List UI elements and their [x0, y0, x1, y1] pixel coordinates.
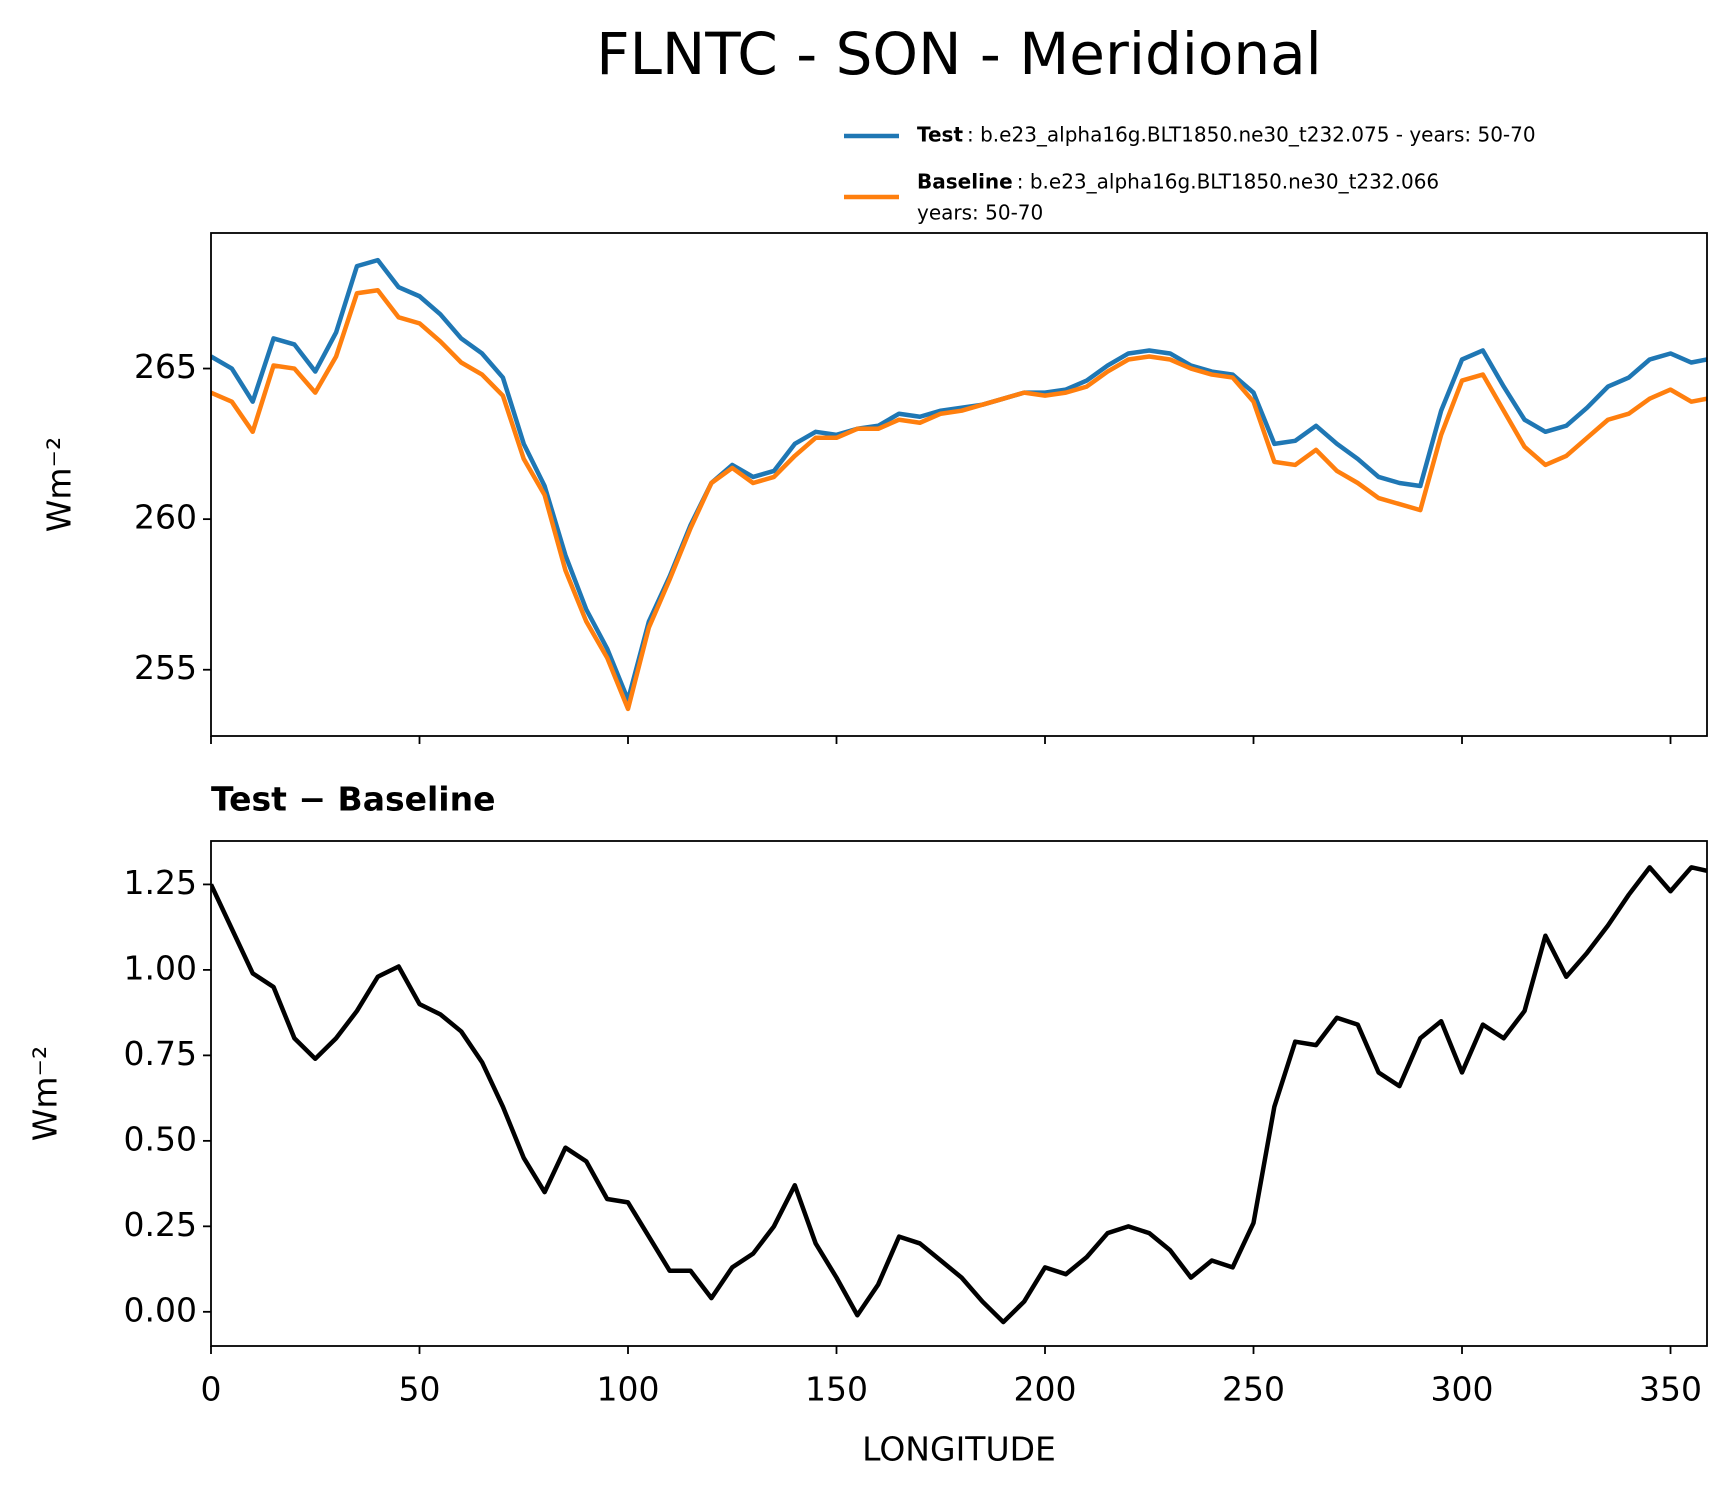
- x-tick-label: 100: [597, 1370, 660, 1409]
- y-axis-label: Wm⁻²: [26, 1046, 65, 1141]
- y-tick-label: 1.00: [124, 948, 197, 987]
- axes-frame: [210, 232, 1708, 737]
- legend-text: : b.e23_alpha16g.BLT1850.ne30_t232.066: [1017, 170, 1439, 194]
- legend-text: years: 50-70: [917, 201, 1043, 225]
- axes-frame: [210, 840, 1708, 1347]
- x-tick-label: 200: [1014, 1370, 1077, 1409]
- y-tick-label: 0.75: [124, 1034, 197, 1073]
- y-tick-label: 260: [134, 498, 197, 537]
- legend-name: Test: [917, 123, 963, 147]
- legend-text: : b.e23_alpha16g.BLT1850.ne30_t232.075 -…: [967, 123, 1536, 147]
- x-tick-label: 0: [201, 1370, 222, 1409]
- legend-name: Baseline: [917, 170, 1013, 194]
- y-axis-label: Wm⁻²: [40, 437, 79, 532]
- y-tick-label: 0.50: [124, 1119, 197, 1158]
- y-tick-label: 1.25: [124, 863, 197, 902]
- x-tick-label: 300: [1431, 1370, 1494, 1409]
- x-tick-label: 150: [805, 1370, 868, 1409]
- y-tick-label: 265: [134, 347, 197, 386]
- data-line: [211, 257, 1707, 703]
- x-axis-label: LONGITUDE: [862, 1430, 1056, 1469]
- data-line: [211, 287, 1707, 712]
- y-tick-label: 0.25: [124, 1205, 197, 1244]
- x-tick-label: 50: [399, 1370, 441, 1409]
- x-tick-label: 250: [1222, 1370, 1285, 1409]
- y-tick-label: 255: [134, 648, 197, 687]
- axes-title: Test − Baseline: [211, 780, 496, 819]
- data-line: [211, 865, 1707, 1325]
- x-tick-label: 350: [1639, 1370, 1702, 1409]
- y-tick-label: 0.00: [124, 1290, 197, 1329]
- figure-title: FLNTC - SON - Meridional: [596, 20, 1322, 88]
